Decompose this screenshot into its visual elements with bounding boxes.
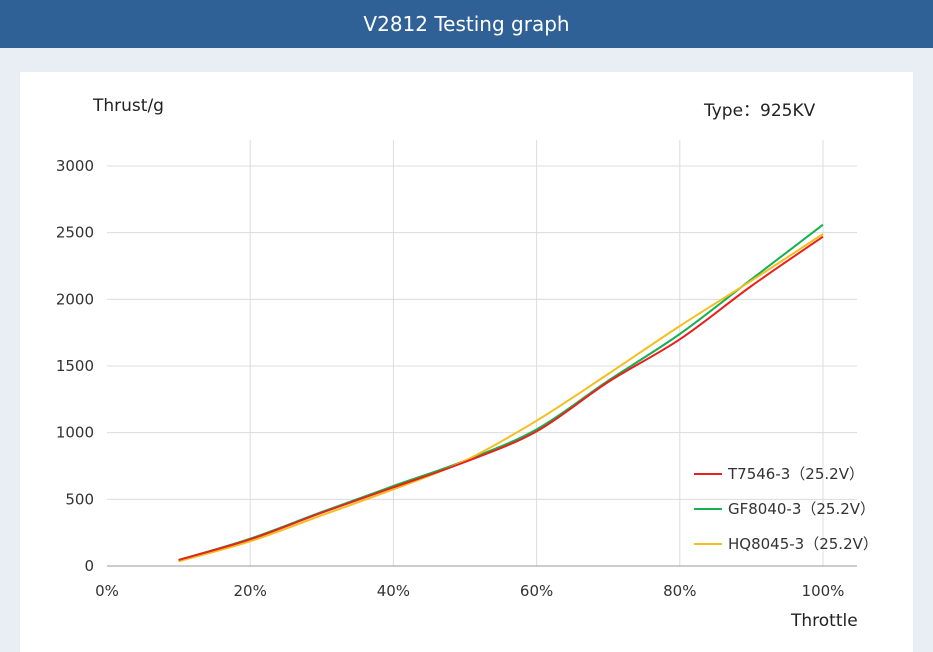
x-tick-label: 0% xyxy=(95,582,119,600)
chart-panel xyxy=(20,72,913,652)
y-axis-label: Thrust/g xyxy=(93,96,164,116)
type-annotation: Type：925KV xyxy=(704,101,816,121)
x-tick-label: 20% xyxy=(234,582,267,600)
x-tick-label: 40% xyxy=(377,582,410,600)
y-tick-label: 0 xyxy=(84,557,94,575)
series-line-3 xyxy=(178,233,824,563)
chart-title: V2812 Testing graph xyxy=(363,12,570,36)
y-tick-label: 500 xyxy=(65,490,94,508)
y-tick-label: 2500 xyxy=(56,224,94,242)
x-tick-label: 80% xyxy=(663,582,696,600)
series-line-1 xyxy=(178,235,824,561)
legend-label-3: HQ8045-3（25.2V） xyxy=(728,535,878,553)
legend-label-1: T7546-3（25.2V） xyxy=(727,465,864,483)
x-tick-label: 60% xyxy=(520,582,553,600)
y-tick-label: 3000 xyxy=(56,157,94,175)
legend-label-2: GF8040-3（25.2V） xyxy=(728,500,875,518)
chart-header: V2812 Testing graph xyxy=(0,0,933,48)
x-axis-label: Throttle xyxy=(791,611,858,631)
y-tick-label: 2000 xyxy=(56,290,94,308)
series-line-2 xyxy=(178,223,824,561)
y-tick-label: 1000 xyxy=(56,424,94,442)
y-tick-label: 1500 xyxy=(56,357,94,375)
x-tick-label: 100% xyxy=(802,582,845,600)
